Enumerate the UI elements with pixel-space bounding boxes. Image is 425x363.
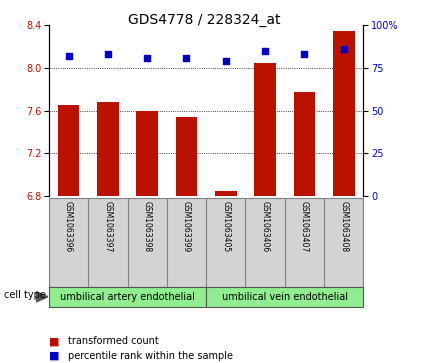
Bar — [176, 117, 197, 196]
Text: ■: ■ — [49, 336, 60, 346]
Bar — [215, 191, 237, 196]
Text: GSM1063406: GSM1063406 — [261, 200, 269, 252]
Text: umbilical artery endothelial: umbilical artery endothelial — [60, 292, 195, 302]
Text: GSM1063398: GSM1063398 — [143, 200, 152, 252]
Point — [262, 48, 269, 54]
Text: GDS4778 / 228324_at: GDS4778 / 228324_at — [128, 13, 280, 27]
Point — [301, 52, 308, 57]
Bar — [58, 105, 79, 196]
Bar — [333, 31, 354, 196]
Text: umbilical vein endothelial: umbilical vein endothelial — [222, 292, 348, 302]
Text: GSM1063397: GSM1063397 — [103, 200, 112, 252]
Point — [105, 52, 111, 57]
Text: GSM1063405: GSM1063405 — [221, 200, 230, 252]
Point — [144, 55, 150, 61]
Bar — [49, 287, 206, 307]
Bar — [97, 102, 119, 196]
Text: transformed count: transformed count — [68, 336, 159, 346]
Bar — [136, 111, 158, 196]
Text: GSM1063407: GSM1063407 — [300, 200, 309, 252]
Text: percentile rank within the sample: percentile rank within the sample — [68, 351, 233, 361]
Bar — [206, 287, 363, 307]
Text: GSM1063396: GSM1063396 — [64, 200, 73, 252]
Text: GSM1063399: GSM1063399 — [182, 200, 191, 252]
Point — [340, 46, 347, 52]
Bar — [294, 91, 315, 196]
Point — [222, 58, 229, 64]
Text: ■: ■ — [49, 351, 60, 361]
Text: cell type: cell type — [4, 290, 46, 300]
Polygon shape — [36, 291, 48, 302]
Point — [65, 53, 72, 59]
Point — [183, 55, 190, 61]
Text: GSM1063408: GSM1063408 — [339, 200, 348, 252]
Bar — [254, 63, 276, 196]
